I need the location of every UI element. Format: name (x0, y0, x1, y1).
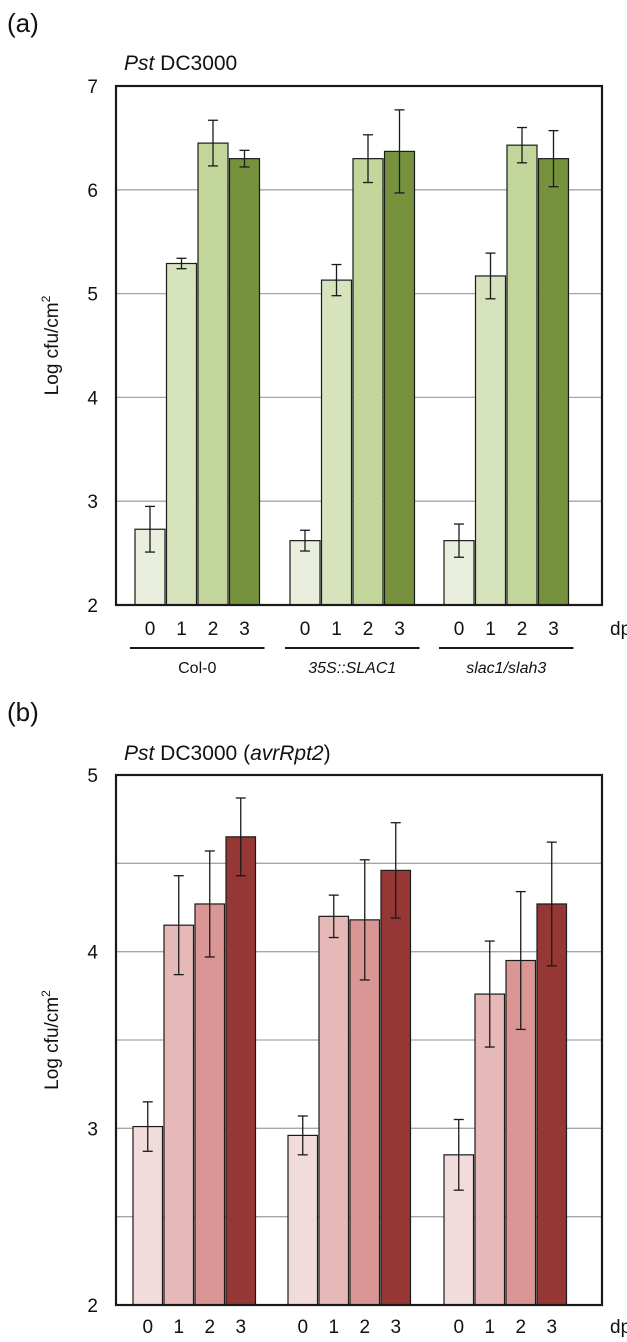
y-tick-label: 7 (87, 77, 98, 98)
y-tick-label: 4 (87, 943, 98, 964)
y-tick-label: 5 (87, 766, 98, 787)
x-tick-label: 0 (142, 1317, 153, 1338)
title-part: DC3000 (154, 52, 237, 75)
x-unit-label: dpi (610, 1317, 627, 1338)
x-tick-label: 3 (546, 1317, 557, 1338)
bar (194, 903, 226, 1306)
y-axis-label: Log cfu/cm2 (39, 990, 63, 1090)
y-axis-label: Log cfu/cm2 (39, 295, 63, 395)
y-axis-label-superscript: 2 (39, 295, 53, 302)
x-tick-label: 2 (515, 1317, 526, 1338)
x-tick-label: 3 (394, 619, 405, 640)
x-unit-label: dpi (610, 619, 627, 640)
x-tick-label: 0 (454, 619, 465, 640)
y-axis-label-superscript: 2 (39, 990, 53, 997)
x-tick-label: 1 (484, 1317, 495, 1338)
x-tick-label: 2 (363, 619, 374, 640)
title-part: Pst (124, 52, 156, 75)
plot-frame (114, 773, 604, 1307)
title-part: avrRpt2 (250, 742, 324, 765)
x-tick-label: 1 (485, 619, 496, 640)
bar (287, 1134, 319, 1306)
y-tick-label: 6 (87, 181, 98, 202)
x-tick-label: 1 (176, 619, 187, 640)
bar (132, 1125, 164, 1306)
title-part: Pst (124, 742, 156, 765)
x-tick-label: 0 (297, 1317, 308, 1338)
y-tick-label: 5 (87, 285, 98, 306)
bar (320, 279, 353, 606)
x-tick-label: 0 (300, 619, 311, 640)
x-tick-label: 3 (390, 1317, 401, 1338)
x-tick-label: 1 (328, 1317, 339, 1338)
x-tick-label: 2 (208, 619, 219, 640)
bar (225, 836, 257, 1306)
x-tick-label: 0 (145, 619, 156, 640)
panel-label: (b) (7, 697, 39, 727)
bar (474, 275, 507, 606)
title-part: ) (324, 742, 331, 765)
title-part: ( (243, 742, 250, 765)
panel-label: (a) (7, 8, 39, 38)
y-tick-label: 3 (87, 492, 98, 513)
x-tick-label: 3 (239, 619, 250, 640)
x-tick-label: 2 (359, 1317, 370, 1338)
y-axis-label-text: Log cfu/cm (42, 302, 63, 395)
y-tick-label: 4 (87, 388, 98, 409)
x-tick-label: 0 (453, 1317, 464, 1338)
bar (197, 142, 229, 606)
title-part: DC3000 (154, 742, 243, 765)
y-axis-label-text: Log cfu/cm (42, 997, 63, 1090)
bar (228, 158, 261, 606)
bar (163, 924, 195, 1306)
bar (318, 915, 350, 1306)
chart-title: Pst DC3000 (avrRpt2) (124, 742, 331, 765)
y-tick-label: 2 (87, 1296, 98, 1317)
bar (537, 158, 570, 606)
bar (380, 869, 412, 1306)
bar (289, 540, 321, 606)
group-label: 35S::SLAC1 (308, 660, 396, 677)
bar (536, 903, 568, 1306)
y-tick-label: 3 (87, 1119, 98, 1140)
group-label: slac1/slah3 (466, 660, 546, 677)
x-tick-label: 1 (173, 1317, 184, 1338)
bar (352, 158, 384, 606)
plot-frame (114, 84, 604, 607)
x-tick-label: 1 (331, 619, 342, 640)
y-tick-label: 2 (87, 596, 98, 617)
x-tick-label: 2 (204, 1317, 215, 1338)
chart-title: Pst DC3000 (124, 52, 237, 75)
group-label: Col-0 (178, 660, 216, 677)
x-tick-label: 3 (235, 1317, 246, 1338)
x-tick-label: 2 (517, 619, 528, 640)
bar (165, 262, 198, 606)
x-tick-label: 3 (548, 619, 559, 640)
bar (383, 150, 416, 606)
bar (506, 144, 538, 606)
